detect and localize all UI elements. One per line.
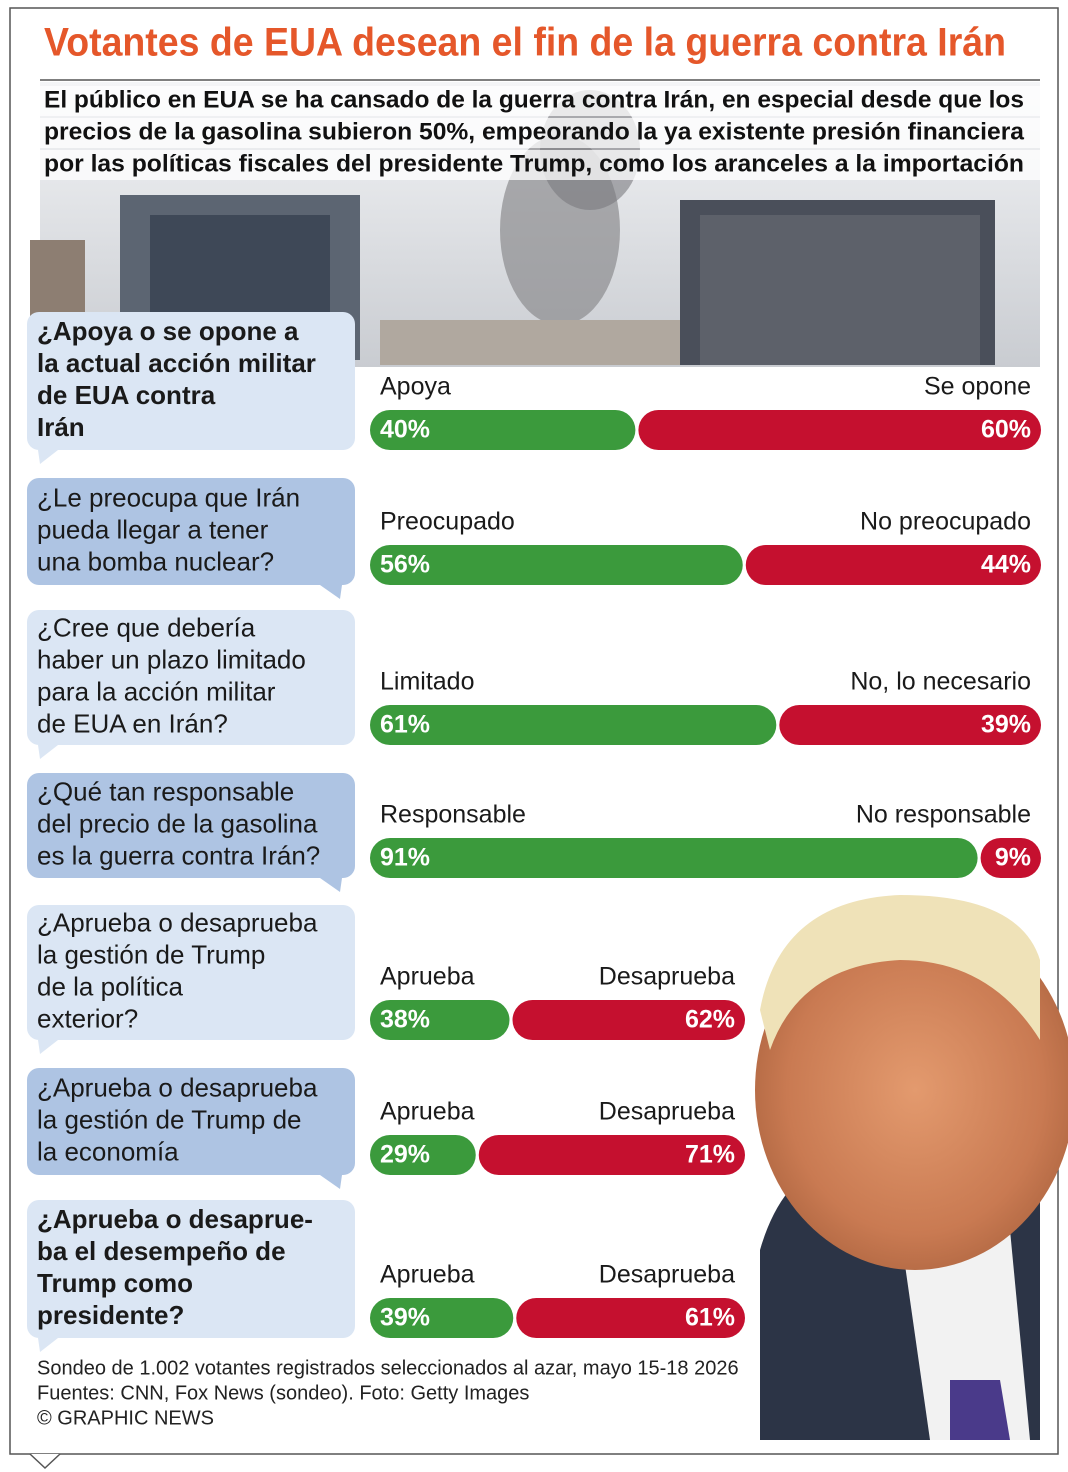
question-text: de EUA en Irán? bbox=[37, 708, 228, 738]
subtitle-backdrop bbox=[40, 86, 1040, 116]
question-box bbox=[27, 905, 355, 1040]
question-text: la gestión de Trump bbox=[37, 939, 265, 969]
bar-segment bbox=[779, 705, 1041, 745]
subtitle-line: precios de la gasolina subieron 50%, emp… bbox=[44, 118, 1025, 145]
question-text: de EUA contra bbox=[37, 380, 216, 410]
value-label: 56% bbox=[380, 551, 430, 579]
value-label: 39% bbox=[981, 711, 1031, 739]
bar-segment bbox=[980, 838, 1041, 878]
question-tail bbox=[38, 1040, 58, 1054]
footnote: © GRAPHIC NEWS bbox=[37, 1407, 214, 1429]
category-label: Limitado bbox=[380, 668, 475, 696]
category-label: Aprueba bbox=[380, 963, 475, 991]
question-text: pueda llegar a tener bbox=[37, 514, 269, 544]
frame-tail bbox=[29, 1453, 61, 1470]
bar-segment bbox=[745, 545, 1041, 585]
question-text: del precio de la gasolina bbox=[37, 808, 318, 838]
question-text: presidente? bbox=[37, 1300, 184, 1330]
question-text: ¿Aprueba o desaprue- bbox=[37, 1204, 313, 1234]
category-label: No responsable bbox=[856, 801, 1031, 829]
question-text: la economía bbox=[37, 1136, 179, 1166]
value-label: 9% bbox=[995, 844, 1031, 872]
bar-segment bbox=[516, 1298, 745, 1338]
category-label: Desaprueba bbox=[599, 1261, 735, 1289]
question-text: para la acción militar bbox=[37, 676, 276, 706]
category-label: Se opone bbox=[924, 373, 1031, 401]
question-tail bbox=[320, 585, 342, 599]
question-box bbox=[27, 478, 355, 585]
question-text: una bomba nuclear? bbox=[37, 546, 274, 576]
trump-photo bbox=[755, 895, 1068, 1440]
value-label: 91% bbox=[380, 844, 430, 872]
category-label: Aprueba bbox=[380, 1098, 475, 1126]
bar-segment bbox=[370, 545, 743, 585]
category-label: Preocupado bbox=[380, 508, 515, 536]
category-label: Aprueba bbox=[380, 1261, 475, 1289]
subtitle-backdrop bbox=[40, 150, 1040, 180]
value-label: 62% bbox=[685, 1006, 735, 1034]
bar-segment bbox=[638, 410, 1041, 450]
category-label: Desaprueba bbox=[599, 1098, 735, 1126]
category-label: Responsable bbox=[380, 801, 526, 829]
value-label: 38% bbox=[380, 1006, 430, 1034]
bar-segment bbox=[370, 838, 978, 878]
subtitle-line: por las políticas fiscales del president… bbox=[44, 150, 1024, 177]
footnote: Fuentes: CNN, Fox News (sondeo). Foto: G… bbox=[37, 1382, 529, 1404]
question-text: es la guerra contra Irán? bbox=[37, 840, 320, 870]
bar-segment bbox=[370, 1135, 476, 1175]
bar-segment bbox=[512, 1000, 745, 1040]
value-label: 71% bbox=[685, 1141, 735, 1169]
question-text: ba el desempeño de bbox=[37, 1236, 286, 1266]
question-text: de la política bbox=[37, 971, 184, 1001]
value-label: 29% bbox=[380, 1141, 430, 1169]
footnote: Sondeo de 1.002 votantes registrados sel… bbox=[37, 1357, 739, 1379]
question-tail bbox=[320, 1175, 342, 1189]
question-text: Trump como bbox=[37, 1268, 193, 1298]
value-label: 61% bbox=[380, 711, 430, 739]
question-tail bbox=[320, 878, 342, 892]
title: Votantes de EUA desean el fin de la guer… bbox=[44, 21, 1006, 65]
subtitle-line: El público en EUA se ha cansado de la gu… bbox=[44, 86, 1024, 113]
question-text: ¿Cree que debería bbox=[37, 612, 256, 642]
question-text: haber un plazo limitado bbox=[37, 644, 306, 674]
bar-segment bbox=[370, 1000, 510, 1040]
bar-segment bbox=[370, 705, 777, 745]
question-tail bbox=[38, 450, 58, 464]
category-label: Desaprueba bbox=[599, 963, 735, 991]
question-text: ¿Le preocupa que Irán bbox=[37, 482, 300, 512]
question-box bbox=[27, 773, 355, 878]
subtitle-backdrop bbox=[40, 118, 1040, 148]
question-tail bbox=[38, 1338, 58, 1352]
value-label: 60% bbox=[981, 416, 1031, 444]
value-label: 40% bbox=[380, 416, 430, 444]
question-text: ¿Aprueba o desaprueba bbox=[37, 1072, 318, 1102]
value-label: 44% bbox=[981, 551, 1031, 579]
bar-segment bbox=[370, 1298, 514, 1338]
question-text: la gestión de Trump de bbox=[37, 1104, 302, 1134]
question-box bbox=[27, 610, 355, 745]
category-label: No preocupado bbox=[860, 508, 1031, 536]
category-label: No, lo necesario bbox=[850, 668, 1031, 696]
bar-segment bbox=[370, 410, 636, 450]
question-text: exterior? bbox=[37, 1003, 138, 1033]
question-text: Irán bbox=[37, 412, 85, 442]
value-label: 39% bbox=[380, 1304, 430, 1332]
question-tail bbox=[38, 745, 58, 759]
category-label: Apoya bbox=[380, 373, 451, 401]
value-label: 61% bbox=[685, 1304, 735, 1332]
question-text: ¿Aprueba o desaprueba bbox=[37, 907, 318, 937]
question-text: ¿Qué tan responsable bbox=[37, 776, 294, 806]
question-box bbox=[27, 312, 355, 450]
question-box bbox=[27, 1068, 355, 1175]
bar-segment bbox=[478, 1135, 745, 1175]
question-text: la actual acción militar bbox=[37, 348, 316, 378]
question-text: ¿Apoya o se opone a bbox=[37, 316, 299, 346]
question-box bbox=[27, 1200, 355, 1338]
